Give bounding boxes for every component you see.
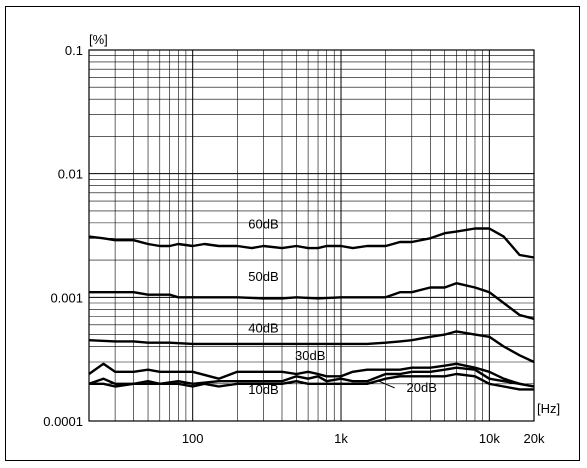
x-tick-label: 20k bbox=[524, 431, 545, 446]
series-line-40dB bbox=[88, 330, 535, 364]
x-unit-label: [Hz] bbox=[537, 401, 560, 416]
series-label-10dB: 10dB bbox=[248, 382, 278, 397]
series-line-30dB bbox=[88, 362, 535, 388]
x-tick-label: 100 bbox=[182, 431, 204, 446]
chart-frame bbox=[5, 6, 580, 461]
series-label-60dB: 60dB bbox=[248, 217, 278, 232]
series-label-40dB: 40dB bbox=[248, 320, 278, 335]
y-tick-label: 0.1 bbox=[65, 43, 83, 58]
x-tick-label: 1k bbox=[334, 431, 348, 446]
x-tick-label: 10k bbox=[479, 431, 500, 446]
series-label-30dB: 30dB bbox=[295, 348, 325, 363]
series-label-leader-20dB bbox=[378, 380, 395, 389]
series-line-50dB bbox=[89, 282, 535, 320]
y-tick-label: 0.0001 bbox=[43, 414, 83, 429]
series-label-50dB: 50dB bbox=[248, 269, 278, 284]
y-unit-label: [%] bbox=[89, 32, 108, 47]
plot-area-border bbox=[88, 49, 535, 422]
series-label-20dB: 20dB bbox=[407, 380, 437, 395]
series-line-10dB bbox=[89, 372, 534, 391]
y-tick-label: 0.001 bbox=[50, 290, 83, 305]
series-line-60dB bbox=[88, 227, 535, 259]
y-tick-label: 0.01 bbox=[58, 167, 83, 182]
